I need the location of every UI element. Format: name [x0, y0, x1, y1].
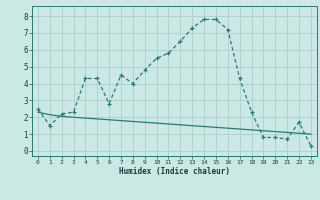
- X-axis label: Humidex (Indice chaleur): Humidex (Indice chaleur): [119, 167, 230, 176]
